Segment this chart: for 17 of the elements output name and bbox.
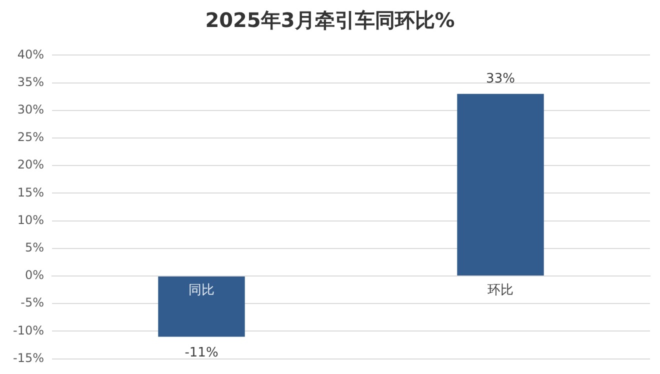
data-label: 33% [486,72,515,87]
data-label: -11% [184,346,218,361]
y-tick-label: 35% [17,74,44,89]
y-tick-label: 0% [24,268,44,282]
y-tick-label: 15% [17,185,44,200]
y-tick-label: -5% [20,296,44,310]
x-tick-label: 同比 [188,282,214,298]
y-tick-label: 30% [17,102,44,117]
y-tick-label: 5% [24,240,44,255]
x-tick-label: 环比 [488,282,514,298]
y-tick-label: 25% [17,130,44,144]
y-tick-label: 10% [17,212,44,227]
chart-title: 2025年3月牵引车同环比% [204,7,456,34]
y-tick-label: -15% [12,350,44,365]
y-tick-label: -10% [12,323,44,338]
y-tick-label: 40% [17,47,44,62]
y-tick-label: 20% [17,158,44,172]
